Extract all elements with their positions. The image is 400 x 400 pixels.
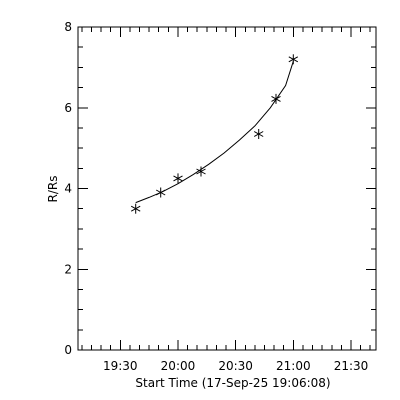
data-point <box>196 166 206 177</box>
y-tick-label: 6 <box>64 101 72 115</box>
plot-axes <box>77 26 377 351</box>
data-point <box>155 187 166 198</box>
data-point-stroke <box>288 56 299 63</box>
data-point <box>253 129 264 139</box>
y-tick-label: 8 <box>64 20 72 34</box>
data-point <box>288 54 299 65</box>
data-point-stroke <box>253 131 264 137</box>
data-point <box>130 203 141 214</box>
x-tick-label: 21:30 <box>334 359 369 373</box>
y-tick-label: 0 <box>64 343 72 357</box>
data-point-stroke <box>271 95 281 102</box>
data-point <box>271 93 281 104</box>
x-tick-label: 19:30 <box>103 359 138 373</box>
y-axis-label: R/Rs <box>46 176 60 203</box>
axis-ticks: 19:30 20:00 20:30 21:00 21:30 0 2 4 6 8 <box>64 20 376 373</box>
data-point <box>173 173 183 184</box>
data-point-stroke <box>155 189 166 196</box>
y-tick-label: 4 <box>64 182 72 196</box>
fit-curve <box>135 61 294 204</box>
x-tick-label: 20:00 <box>161 359 196 373</box>
fit-curve-group <box>135 61 294 204</box>
data-point-stroke <box>196 168 206 175</box>
x-tick-label: 21:00 <box>276 359 311 373</box>
plot-frame <box>77 26 377 351</box>
x-axis-label: Start Time (17-Sep-25 19:06:08) <box>135 376 330 390</box>
data-point-stroke <box>173 175 183 182</box>
x-tick-label: 20:30 <box>218 359 253 373</box>
data-points <box>130 54 299 214</box>
data-point-stroke <box>130 205 141 212</box>
y-tick-label: 2 <box>64 262 72 276</box>
